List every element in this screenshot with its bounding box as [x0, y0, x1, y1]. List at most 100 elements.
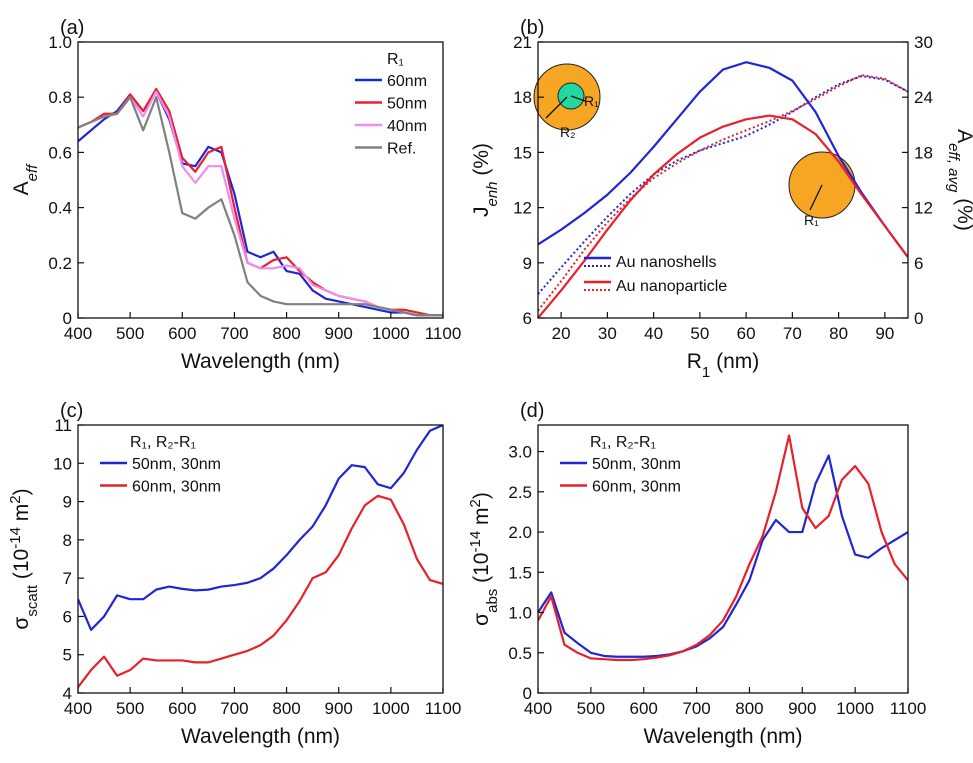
x-tick-label: 20	[552, 324, 571, 343]
x-tick-label: 60	[737, 324, 756, 343]
x-axis-label: R1 (nm)	[687, 350, 760, 381]
label-part: A	[10, 181, 33, 195]
x-tick-label: 600	[168, 324, 196, 343]
y-tick-label: 0.8	[48, 88, 72, 107]
y-axis-label: σscatt (10-14 m2)	[7, 488, 41, 629]
x-axis-label: Wavelength (nm)	[643, 725, 802, 748]
y2-axis-label: Aeff, avg (%)	[946, 129, 973, 231]
label-part: 1	[702, 364, 710, 381]
y-tick-label: 3.0	[508, 443, 532, 462]
x-tick-label: 700	[220, 324, 248, 343]
label-part: scatt	[24, 584, 41, 617]
y-tick-label: 10	[53, 454, 72, 473]
label-part: (%)	[470, 143, 493, 182]
y-tick-label: 9	[523, 254, 532, 273]
y2-tick-label: 0	[914, 309, 923, 328]
y-tick-label: 6	[63, 607, 72, 626]
y-axis-label: Jenh (%)	[470, 143, 501, 217]
label-part: σ	[10, 617, 33, 630]
label-part: )	[10, 488, 33, 495]
y-tick-label: 18	[513, 88, 532, 107]
x-tick-label: 900	[325, 324, 353, 343]
x-tick-label: 600	[630, 699, 658, 718]
x-tick-label: 700	[682, 699, 710, 718]
label-part: m	[10, 504, 33, 527]
x-tick-label: 900	[325, 699, 353, 718]
series-line	[78, 496, 443, 687]
label-part: 2	[467, 499, 484, 507]
x-tick-label: 800	[735, 699, 763, 718]
x-tick-label: 900	[788, 699, 816, 718]
y2-tick-label: 6	[914, 254, 923, 273]
x-axis-label: Wavelength (nm)	[181, 725, 340, 748]
y-tick-label: 2.5	[508, 483, 532, 502]
label-part: σ	[470, 613, 493, 626]
y-tick-label: 1.5	[508, 563, 532, 582]
y-axis-label: Aeff	[10, 163, 41, 196]
y-tick-label: 2.0	[508, 523, 532, 542]
label-part: enh	[484, 181, 501, 206]
legend-label: 50nm	[387, 96, 427, 113]
y-tick-label: 0	[523, 684, 532, 703]
legend-label: Ref.	[387, 141, 416, 158]
label-part: A	[953, 129, 973, 143]
x-tick-label: 1100	[890, 699, 927, 718]
label-part: eff	[24, 163, 41, 182]
label-part: m	[470, 507, 493, 530]
x-tick-label: 1000	[836, 699, 874, 718]
legend-label: Au nanoshells	[616, 254, 717, 271]
x-tick-label: 80	[829, 324, 848, 343]
legend-label: 60nm, 30nm	[592, 479, 681, 496]
annotation: R₂	[560, 124, 576, 140]
x-tick-label: 1100	[425, 699, 462, 718]
legend-title: R₁, R₂-R₁	[130, 434, 196, 451]
label-part: )	[470, 492, 493, 499]
label-part: R	[687, 350, 702, 373]
x-tick-label: 30	[598, 324, 617, 343]
x-tick-label: 1000	[372, 699, 410, 718]
legend-label: 50nm, 30nm	[592, 456, 681, 473]
y-tick-label: 12	[513, 199, 532, 218]
annotation: R₁	[804, 212, 819, 228]
label-part: -14	[7, 527, 24, 549]
y-tick-label: 0.2	[48, 254, 72, 273]
legend-title: R₁, R₂-R₁	[590, 434, 656, 451]
y-tick-label: 5	[63, 646, 72, 665]
x-tick-label: 500	[116, 699, 144, 718]
x-axis-label: Wavelength (nm)	[181, 350, 340, 373]
x-tick-label: 500	[577, 699, 605, 718]
panel-title: (c)	[60, 400, 83, 422]
legend: R₁, R₂-R₁ 50nm, 30nm 60nm, 30nm	[560, 434, 681, 496]
legend-title: R₁	[387, 51, 404, 68]
y2-tick-label: 24	[914, 88, 933, 107]
panel-title: (a)	[60, 17, 84, 39]
x-tick-label: 800	[272, 699, 300, 718]
y-axis-label: σabs (10-14 m2)	[467, 492, 501, 626]
label-part: (nm)	[710, 350, 759, 373]
y2-tick-label: 12	[914, 199, 933, 218]
label-part: (10	[10, 549, 33, 585]
y-tick-label: 0.6	[48, 143, 72, 162]
label-part: 2	[7, 495, 24, 503]
y-tick-label: 8	[63, 531, 72, 550]
y-tick-label: 7	[63, 569, 72, 588]
y-tick-label: 6	[523, 309, 532, 328]
label-part: (%)	[953, 192, 973, 231]
label-part: -14	[467, 531, 484, 553]
inset-nanoparticle: R₁	[789, 152, 855, 228]
panel-title: (b)	[520, 17, 544, 39]
y-tick-label: 0	[63, 309, 72, 328]
legend-label: 60nm	[387, 73, 427, 90]
y2-tick-label: 30	[914, 33, 933, 52]
x-tick-label: 800	[272, 324, 300, 343]
y-tick-label: 0.5	[508, 644, 532, 663]
y-tick-label: 1.0	[508, 604, 532, 623]
